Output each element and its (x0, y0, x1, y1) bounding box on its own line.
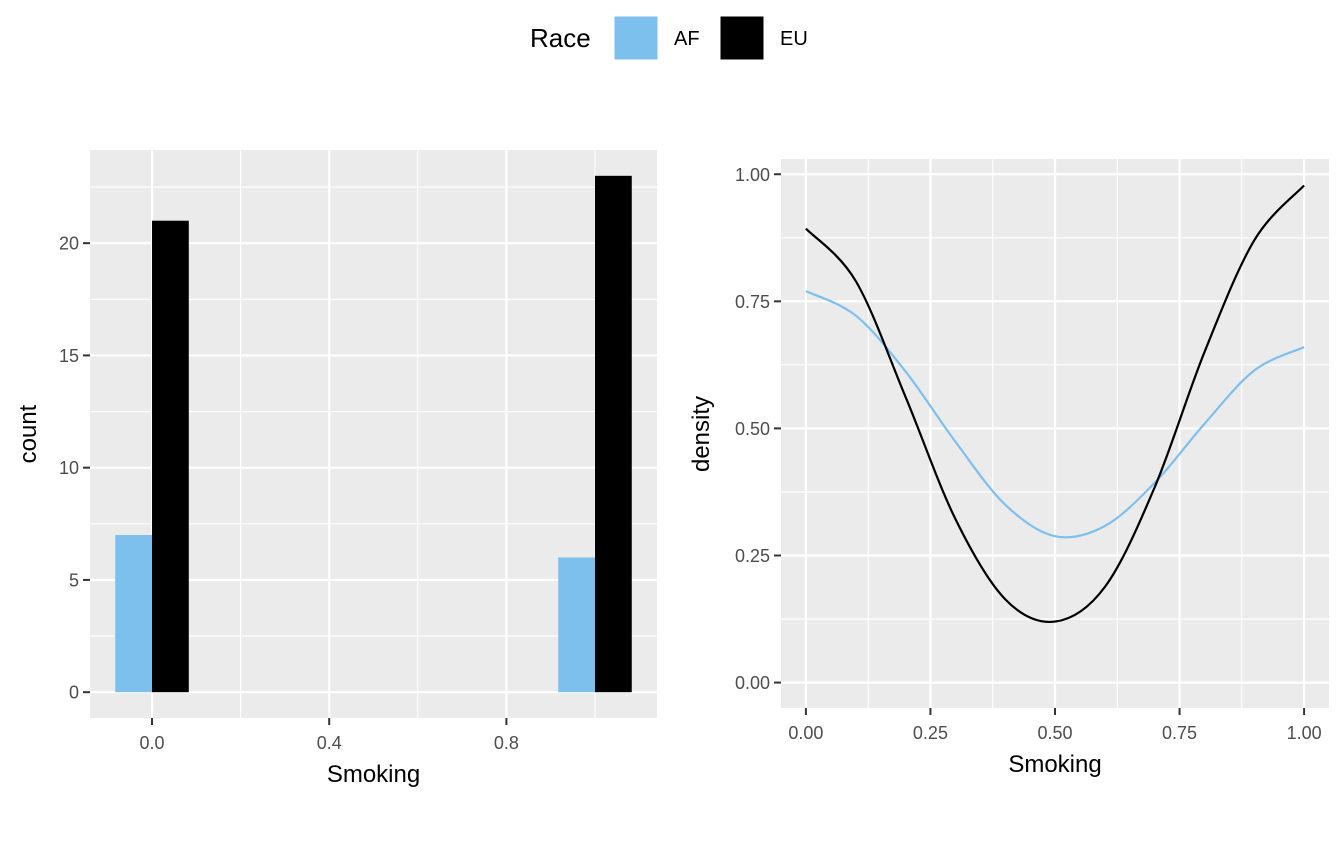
density-line-af (805, 290, 1305, 539)
density-y-tick-label: 0.25 (735, 546, 770, 566)
density-y-tick-label: 0.00 (735, 673, 770, 693)
density-x-tick-label: 0.75 (1162, 723, 1197, 743)
legend-title: Race (530, 23, 591, 53)
histogram-x-tick-label: 0.8 (494, 733, 519, 753)
histogram-y-tick-label: 20 (59, 234, 79, 254)
legend-label-eu: EU (780, 28, 808, 50)
histogram-panel: 0 5 10 15 20 0.0 0.4 0.8 Smoking count (15, 150, 657, 788)
legend-key-af (613, 15, 659, 61)
bar-af-0 (115, 535, 153, 693)
histogram-x-axis-title: Smoking (327, 761, 420, 788)
histogram-x-ticks: 0.0 0.4 0.8 (140, 718, 519, 753)
density-y-tick-label: 0.75 (735, 292, 770, 312)
bar-eu-1 (594, 175, 632, 693)
legend-key-eu (719, 15, 765, 61)
density-x-tick-label: 0.50 (1037, 723, 1072, 743)
histogram-x-tick-label: 0.0 (140, 733, 165, 753)
density-y-ticks: 0.00 0.25 0.50 0.75 1.00 (735, 165, 781, 693)
histogram-y-tick-label: 5 (69, 570, 79, 590)
legend-label-af: AF (674, 28, 700, 50)
density-x-tick-label: 0.00 (788, 723, 823, 743)
bar-eu-0 (152, 220, 189, 693)
density-lines (805, 184, 1305, 624)
density-y-axis-title: density (688, 396, 715, 472)
histogram-y-axis-title: count (15, 404, 42, 463)
histogram-y-tick-label: 0 (69, 683, 79, 703)
density-y-tick-label: 1.00 (735, 165, 770, 185)
density-line-eu (805, 184, 1305, 624)
density-x-axis-title: Smoking (1008, 751, 1101, 778)
density-x-tick-label: 0.25 (913, 723, 948, 743)
density-panel: 0.00 0.25 0.50 0.75 1.00 0.00 0.25 0.50 0.75 1.0… (688, 159, 1329, 778)
histogram-x-tick-label: 0.4 (317, 733, 342, 753)
histogram-y-ticks: 0 5 10 15 20 (59, 234, 90, 703)
density-y-tick-label: 0.50 (735, 419, 770, 439)
density-x-tick-label: 1.00 (1287, 723, 1322, 743)
density-x-ticks: 0.00 0.25 0.50 0.75 1.00 (788, 708, 1322, 743)
density-grid (781, 159, 1329, 708)
legend: Race AF EU (530, 15, 808, 61)
histogram-bars (115, 175, 632, 693)
histogram-y-tick-label: 15 (59, 346, 79, 366)
histogram-y-tick-label: 10 (59, 458, 79, 478)
bar-af-1 (558, 557, 595, 693)
